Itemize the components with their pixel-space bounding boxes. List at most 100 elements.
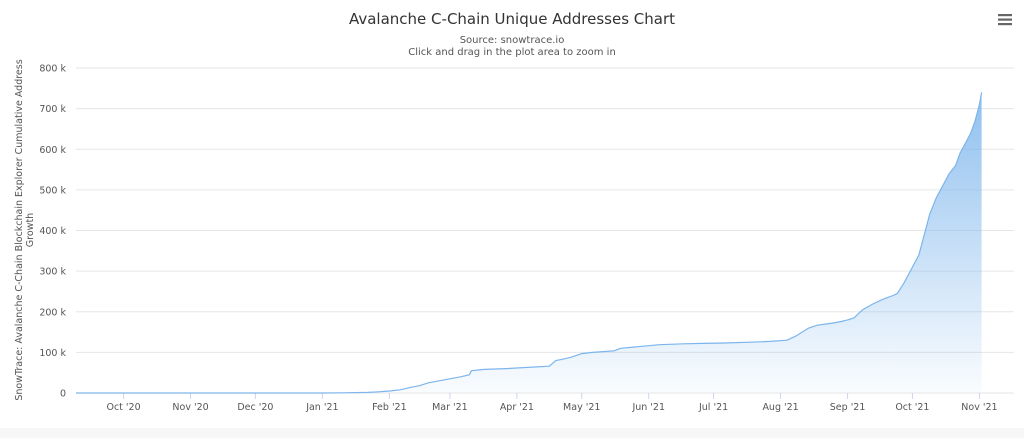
data-point[interactable] [427, 382, 429, 384]
data-point[interactable] [769, 340, 771, 342]
data-point[interactable] [122, 392, 124, 394]
x-tick-label: Sep '21 [830, 402, 866, 413]
y-tick-label: 100 k [39, 348, 66, 359]
data-point[interactable] [816, 324, 818, 326]
data-point[interactable] [561, 358, 563, 360]
data-point[interactable] [343, 392, 345, 394]
data-point[interactable] [749, 341, 751, 343]
y-axis-title-line-2: Growth [25, 213, 36, 247]
data-point[interactable] [881, 298, 883, 300]
data-point[interactable] [591, 351, 593, 353]
data-point[interactable] [399, 389, 401, 391]
y-axis-title-line-1: SnowTrace: Avalanche C-Chain Blockchain … [14, 59, 25, 400]
data-point[interactable] [853, 317, 855, 319]
data-point[interactable] [470, 369, 472, 371]
x-axis-ticks: Oct '20 Nov '20 Dec '20 Jan '21 Feb '21 Mar '… [106, 393, 998, 413]
menu-bar-2 [998, 18, 1012, 21]
data-point[interactable] [903, 282, 905, 284]
data-point[interactable] [948, 172, 950, 174]
data-point[interactable] [892, 294, 894, 296]
series-line [76, 92, 983, 394]
x-tick-label: Oct '20 [106, 402, 140, 413]
y-tick-label: 700 k [39, 104, 66, 115]
data-point[interactable] [935, 197, 937, 199]
y-axis-title: SnowTrace: Avalanche C-Chain Blockchain … [14, 59, 36, 400]
data-point[interactable] [807, 327, 809, 329]
chart-title: Avalanche C-Chain Unique Addresses Chart [349, 10, 675, 28]
data-point[interactable] [941, 185, 943, 187]
data-point[interactable] [438, 380, 440, 382]
data-point[interactable] [846, 319, 848, 321]
data-point[interactable] [978, 103, 980, 105]
data-point[interactable] [460, 376, 462, 378]
data-point[interactable] [602, 350, 604, 352]
data-point[interactable] [189, 392, 191, 394]
data-point[interactable] [702, 342, 704, 344]
data-point[interactable] [581, 352, 583, 354]
hamburger-menu-icon[interactable] [998, 14, 1012, 26]
data-point[interactable] [418, 384, 420, 386]
x-tick-label: Oct '21 [895, 402, 929, 413]
data-point[interactable] [855, 315, 857, 317]
chart-subtitle-source: Source: snowtrace.io [460, 35, 565, 46]
y-tick-label: 800 k [39, 64, 66, 75]
data-point[interactable] [613, 350, 615, 352]
x-tick-label: Jul '21 [698, 402, 728, 413]
data-point[interactable] [909, 270, 911, 272]
data-point[interactable] [965, 140, 967, 142]
x-tick-label: Apr '21 [500, 402, 534, 413]
data-point[interactable] [974, 120, 976, 122]
x-tick-label: Jan '21 [305, 402, 338, 413]
y-tick-label: 200 k [39, 307, 66, 318]
data-point[interactable] [527, 366, 529, 368]
bottom-strip [0, 428, 1024, 438]
data-point[interactable] [980, 91, 982, 93]
data-point[interactable] [918, 254, 920, 256]
x-tick-label: Nov '21 [961, 402, 997, 413]
data-point[interactable] [321, 392, 323, 394]
x-tick-label: Nov '20 [172, 402, 208, 413]
data-point[interactable] [682, 343, 684, 345]
x-tick-label: May '21 [563, 402, 600, 413]
data-point[interactable] [555, 359, 557, 361]
data-point[interactable] [896, 292, 898, 294]
data-point[interactable] [658, 343, 660, 345]
data-point[interactable] [468, 374, 470, 376]
menu-bar-1 [998, 14, 1012, 17]
y-tick-label: 500 k [39, 185, 66, 196]
data-point[interactable] [449, 378, 451, 380]
data-point[interactable] [410, 386, 412, 388]
data-point[interactable] [872, 302, 874, 304]
data-point[interactable] [548, 365, 550, 367]
y-tick-label: 0 [60, 389, 66, 400]
gridlines [76, 67, 1014, 394]
data-point[interactable] [570, 356, 572, 358]
data-point[interactable] [388, 390, 390, 392]
data-point[interactable] [970, 132, 972, 134]
data-point[interactable] [723, 342, 725, 344]
data-point[interactable] [254, 392, 256, 394]
data-point[interactable] [637, 345, 639, 347]
series-area-fill [76, 92, 982, 394]
data-point[interactable] [831, 322, 833, 324]
x-tick-label: Feb '21 [372, 402, 407, 413]
data-point[interactable] [922, 237, 924, 239]
data-point[interactable] [619, 347, 621, 349]
plot-area[interactable] [75, 91, 983, 394]
data-point[interactable] [862, 309, 864, 311]
data-point[interactable] [505, 367, 507, 369]
data-point[interactable] [786, 339, 788, 341]
data-point[interactable] [929, 213, 931, 215]
y-tick-label: 600 k [39, 145, 66, 156]
data-point[interactable] [954, 164, 956, 166]
data-point[interactable] [959, 152, 961, 154]
data-point[interactable] [795, 335, 797, 337]
menu-bar-3 [998, 23, 1012, 26]
data-point[interactable] [367, 391, 369, 393]
data-point[interactable] [840, 320, 842, 322]
data-point[interactable] [75, 392, 77, 394]
data-point[interactable] [924, 229, 926, 231]
data-point[interactable] [377, 391, 379, 393]
data-point[interactable] [483, 368, 485, 370]
